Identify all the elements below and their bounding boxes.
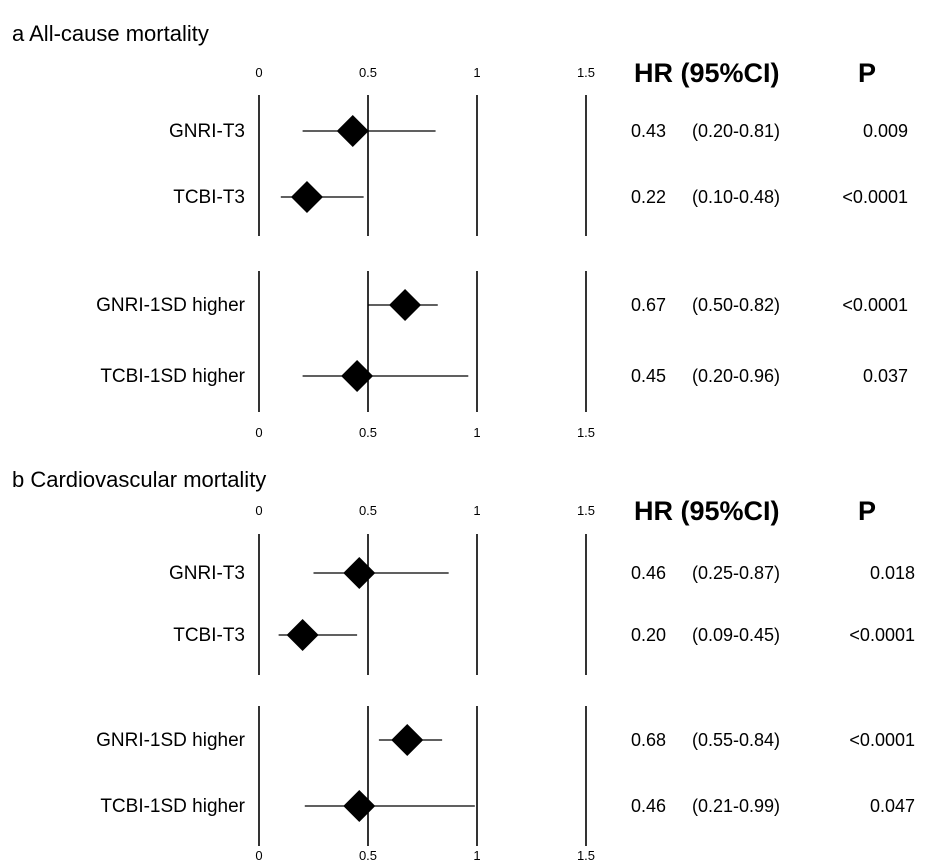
p-value: <0.0001 [849,730,915,750]
tick-label-bottom: 0 [255,848,262,863]
hr-value: 0.68 [631,730,666,750]
p-value: 0.037 [863,366,908,386]
ci-value: (0.10-0.48) [692,187,780,207]
row-label: GNRI-1SD higher [96,295,246,316]
row-label: TCBI-1SD higher [100,796,245,817]
row-label: GNRI-1SD higher [96,730,246,751]
ci-value: (0.20-0.96) [692,366,780,386]
header-p: P [858,496,876,526]
hr-diamond-marker [290,181,323,213]
panel-title: b Cardiovascular mortality [12,467,266,492]
header-hr-ci: HR (95%CI) [634,496,780,526]
hr-value: 0.20 [631,625,666,645]
hr-value: 0.67 [631,295,666,315]
tick-label-bottom: 0.5 [359,425,377,440]
ci-value: (0.21-0.99) [692,796,780,816]
tick-label-top: 0 [255,503,262,518]
ci-value: (0.55-0.84) [692,730,780,750]
hr-value: 0.45 [631,366,666,386]
tick-label-top: 1.5 [577,65,595,80]
p-value: 0.018 [870,563,915,583]
hr-value: 0.46 [631,563,666,583]
tick-label-bottom: 0.5 [359,848,377,863]
p-value: 0.047 [870,796,915,816]
row-label: GNRI-T3 [169,121,245,142]
hr-value: 0.43 [631,121,666,141]
tick-label-bottom: 1.5 [577,848,595,863]
row-label: TCBI-T3 [173,625,245,646]
row-label: TCBI-T3 [173,187,245,208]
tick-label-top: 0.5 [359,503,377,518]
header-hr-ci: HR (95%CI) [634,58,780,88]
tick-label-top: 1 [473,65,480,80]
p-value: <0.0001 [849,625,915,645]
ci-value: (0.50-0.82) [692,295,780,315]
tick-label-top: 1 [473,503,480,518]
p-value: 0.009 [863,121,908,141]
ci-value: (0.25-0.87) [692,563,780,583]
hr-diamond-marker [343,790,376,822]
hr-value: 0.46 [631,796,666,816]
panel-title: a All-cause mortality [12,21,209,46]
hr-diamond-marker [389,289,422,321]
tick-label-top: 1.5 [577,503,595,518]
tick-label-bottom: 1 [473,848,480,863]
tick-label-bottom: 1.5 [577,425,595,440]
hr-diamond-marker [391,724,424,756]
hr-diamond-marker [286,619,319,651]
tick-label-bottom: 1 [473,425,480,440]
hr-diamond-marker [341,360,374,392]
hr-diamond-marker [343,557,376,589]
tick-label-top: 0 [255,65,262,80]
row-label: GNRI-T3 [169,563,245,584]
header-p: P [858,58,876,88]
ci-value: (0.20-0.81) [692,121,780,141]
tick-label-bottom: 0 [255,425,262,440]
hr-diamond-marker [336,115,369,147]
p-value: <0.0001 [842,295,908,315]
ci-value: (0.09-0.45) [692,625,780,645]
row-label: TCBI-1SD higher [100,366,245,387]
hr-value: 0.22 [631,187,666,207]
tick-label-top: 0.5 [359,65,377,80]
p-value: <0.0001 [842,187,908,207]
